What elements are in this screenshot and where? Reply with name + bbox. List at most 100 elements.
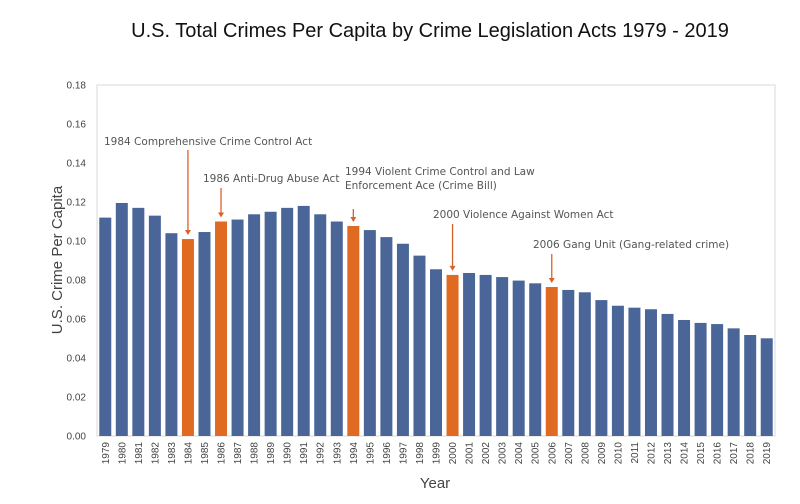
bar-1999 [430,269,442,436]
bar-1997 [396,243,409,436]
x-tick-label: 2013 [663,442,674,465]
annotation-label: 1994 Violent Crime Control and Law [345,166,535,178]
bar-2015 [694,322,707,436]
x-tick-label: 2014 [680,442,691,465]
x-tick-label: 2018 [746,442,757,465]
x-tick-label: 2003 [498,442,509,465]
x-tick-label: 2007 [564,442,575,465]
bar-2007 [562,289,575,436]
x-tick-label: 1987 [233,442,244,465]
chart-title: U.S. Total Crimes Per Capita by Crime Le… [131,20,729,42]
bar-1979 [99,217,112,436]
bar-2010 [611,305,624,436]
x-tick-label: 2001 [465,442,476,465]
x-tick-label: 2000 [448,442,459,465]
bar-1989 [264,211,277,436]
bar-1982 [148,215,161,436]
bar-1994 [347,225,360,436]
bar-1992 [314,214,327,436]
bar-2005 [529,283,542,436]
x-tick-label: 1989 [266,442,277,465]
bar-1985 [198,232,211,436]
bar-1986 [215,221,228,436]
y-tick-label: 0.16 [67,120,87,131]
bar-1980 [115,202,128,436]
bar-1988 [248,214,261,436]
bar-2008 [578,292,591,436]
bar-2013 [661,313,674,436]
x-tick-label: 1993 [332,442,343,465]
bar-2016 [711,324,724,436]
y-tick-label: 0.10 [67,237,87,248]
x-tick-label: 1992 [316,442,327,465]
annotation-arrowhead-icon [218,212,225,218]
x-tick-label: 2002 [481,442,492,465]
bar-2018 [744,334,757,436]
bar-2017 [727,328,740,436]
annotation-arrowhead-icon [350,216,357,222]
x-tick-label: 1988 [250,442,261,465]
x-tick-label: 2008 [580,442,591,465]
bar-2004 [512,280,525,436]
bar-1984 [181,239,194,436]
x-tick-label: 1995 [365,442,376,465]
bar-2006 [545,287,558,436]
annotation-label: Enforcement Ace (Crime Bill) [345,180,497,192]
x-tick-label: 2016 [713,442,724,465]
x-tick-label: 1998 [415,442,426,465]
x-tick-label: 1984 [183,442,194,465]
bar-2001 [463,272,476,436]
y-tick-label: 0.08 [67,276,87,287]
x-tick-label: 2009 [597,442,608,465]
x-tick-label: 1982 [150,442,161,465]
bar-2000 [446,274,459,436]
bar-1983 [165,233,178,436]
x-tick-label: 1980 [117,442,128,465]
bar-2009 [595,300,608,436]
x-tick-label: 1994 [349,442,360,465]
x-tick-label: 1986 [217,442,228,465]
x-axis-label: Year [420,475,450,492]
bar-1990 [281,207,294,436]
x-tick-label: 2006 [547,442,558,465]
x-tick-label: 1991 [299,442,310,465]
bar-1981 [132,207,145,436]
x-tick-label: 1999 [432,442,443,465]
bar-1996 [380,237,393,436]
annotation-arrowhead-icon [184,230,191,236]
annotation-label: 2000 Violence Against Women Act [433,209,614,221]
x-tick-label: 1979 [101,442,112,465]
annotation-arrowhead-icon [449,265,456,271]
y-tick-label: 0.12 [67,198,87,209]
x-tick-label: 2015 [696,442,707,465]
bar-2019 [760,338,773,436]
bar-2011 [628,307,641,436]
x-tick-label: 2011 [630,442,641,464]
x-tick-label: 1985 [200,442,211,465]
x-tick-label: 1981 [134,442,145,465]
x-tick-label: 2017 [729,442,740,465]
x-tick-label: 1990 [283,442,294,465]
y-axis-label: U.S. Crime Per Capita [49,185,66,334]
annotation-arrowhead-icon [548,278,555,284]
bar-1998 [413,255,426,436]
bar-2014 [678,319,691,436]
x-tick-label: 2004 [514,442,525,465]
x-tick-label: 2005 [531,442,542,465]
y-tick-label: 0.18 [67,81,87,92]
x-tick-label: 1983 [167,442,178,465]
y-tick-label: 0.14 [67,159,87,170]
x-tick-label: 2012 [646,442,657,465]
bar-2002 [479,274,492,436]
bar-1993 [330,221,343,436]
bar-1987 [231,219,244,436]
x-tick-label: 1996 [382,442,393,465]
bar-1995 [363,230,376,436]
x-tick-label: 2010 [613,442,624,465]
annotation-label: 1984 Comprehensive Crime Control Act [104,136,312,148]
y-tick-label: 0.00 [67,432,87,443]
y-tick-label: 0.04 [67,354,87,365]
x-tick-label: 2019 [762,442,773,465]
bar-2012 [644,309,657,436]
